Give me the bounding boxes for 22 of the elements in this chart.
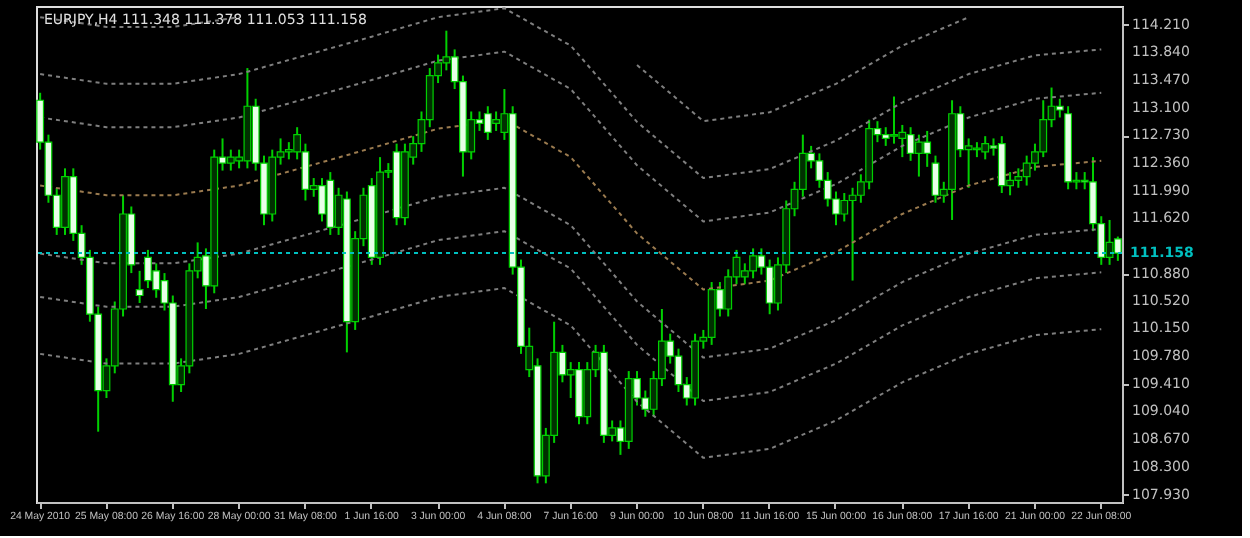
candlestick	[707, 281, 716, 346]
line-series	[39, 7, 1103, 180]
candlestick	[1105, 218, 1114, 266]
candlestick	[326, 171, 335, 236]
candlestick	[318, 177, 326, 223]
line-series	[39, 287, 1103, 459]
candlestick	[981, 135, 990, 161]
candlestick	[492, 110, 501, 132]
candlestick	[749, 247, 758, 280]
candlestick	[840, 192, 849, 223]
candlestick	[923, 129, 932, 168]
candlestick	[575, 361, 583, 426]
candlestick	[1014, 167, 1023, 189]
candlestick	[890, 95, 898, 145]
candlestick	[765, 258, 774, 316]
candlestick	[931, 154, 940, 204]
candlestick	[914, 133, 923, 178]
candlestick	[483, 105, 492, 141]
candlestick	[226, 148, 235, 172]
candlestick	[997, 135, 1006, 195]
candlestick	[674, 347, 683, 394]
line-series	[39, 230, 1103, 402]
